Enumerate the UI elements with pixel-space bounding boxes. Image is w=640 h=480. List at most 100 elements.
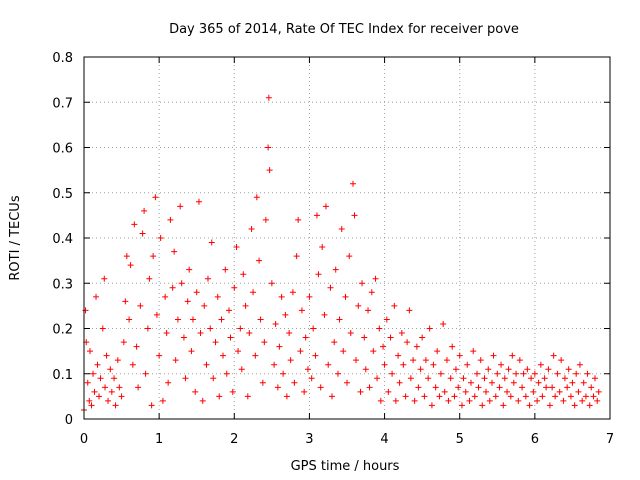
data-point xyxy=(283,393,290,400)
data-point xyxy=(272,320,279,327)
data-point xyxy=(322,203,329,210)
data-point xyxy=(419,334,426,341)
x-axis-label: GPS time / hours xyxy=(291,459,400,474)
data-point xyxy=(293,253,300,260)
data-point xyxy=(123,253,130,260)
data-point xyxy=(93,293,100,300)
data-point xyxy=(204,275,211,282)
data-point xyxy=(594,397,601,404)
data-point xyxy=(306,293,313,300)
data-point xyxy=(545,366,552,373)
data-point xyxy=(376,325,383,332)
data-point xyxy=(334,370,341,377)
data-point xyxy=(331,339,338,346)
data-point xyxy=(385,388,392,395)
data-point xyxy=(410,357,417,364)
data-point xyxy=(167,216,174,223)
data-point xyxy=(575,388,582,395)
data-point xyxy=(582,393,589,400)
data-point xyxy=(99,325,106,332)
data-point xyxy=(460,375,467,382)
data-point xyxy=(276,343,283,350)
data-point xyxy=(189,316,196,323)
data-point xyxy=(449,343,456,350)
data-point xyxy=(259,379,266,386)
data-point xyxy=(114,357,121,364)
data-point xyxy=(321,311,328,318)
data-point xyxy=(436,393,443,400)
data-point xyxy=(163,330,170,337)
data-point xyxy=(248,225,255,232)
data-point xyxy=(437,370,444,377)
data-point xyxy=(336,316,343,323)
data-point xyxy=(467,379,474,386)
data-point xyxy=(490,352,497,359)
data-point xyxy=(101,275,108,282)
data-point xyxy=(271,361,278,368)
data-point xyxy=(494,370,501,377)
data-point xyxy=(212,339,219,346)
data-point xyxy=(451,393,458,400)
data-point xyxy=(413,343,420,350)
data-point xyxy=(268,280,275,287)
data-point xyxy=(351,212,358,219)
data-point xyxy=(471,393,478,400)
data-point xyxy=(246,330,253,337)
data-point xyxy=(223,370,230,377)
data-point xyxy=(404,339,411,346)
data-point xyxy=(400,361,407,368)
data-point xyxy=(528,375,535,382)
data-point xyxy=(381,361,388,368)
data-point xyxy=(426,325,433,332)
x-tick-label: 2 xyxy=(230,432,238,447)
data-point xyxy=(541,375,548,382)
data-point xyxy=(492,393,499,400)
data-point xyxy=(87,348,94,355)
data-point xyxy=(361,334,368,341)
chart-title: Day 365 of 2014, Rate Of TEC Index for r… xyxy=(169,22,519,37)
data-point xyxy=(152,194,159,201)
data-point xyxy=(96,393,103,400)
data-point xyxy=(111,375,118,382)
data-point xyxy=(319,244,326,251)
data-point xyxy=(535,379,542,386)
data-point xyxy=(159,397,166,404)
data-point xyxy=(274,384,281,391)
data-point xyxy=(265,94,272,101)
y-axis-label: ROTI / TECUs xyxy=(8,195,23,280)
data-point xyxy=(501,375,508,382)
data-point xyxy=(252,352,259,359)
data-point xyxy=(244,393,251,400)
data-point xyxy=(261,339,268,346)
data-point xyxy=(573,370,580,377)
data-point xyxy=(443,357,450,364)
data-point xyxy=(530,388,537,395)
data-point xyxy=(301,388,308,395)
data-point xyxy=(90,370,97,377)
data-point xyxy=(526,402,533,409)
data-point xyxy=(569,379,576,386)
data-point xyxy=(359,280,366,287)
data-point xyxy=(539,393,546,400)
data-point xyxy=(94,361,101,368)
data-point xyxy=(395,352,402,359)
data-point xyxy=(237,325,244,332)
data-point xyxy=(425,375,432,382)
data-point xyxy=(473,370,480,377)
data-point xyxy=(242,302,249,309)
data-point xyxy=(174,316,181,323)
data-point xyxy=(131,221,138,228)
data-point xyxy=(366,384,373,391)
y-tick-label: 0.4 xyxy=(52,232,73,247)
data-point xyxy=(328,393,335,400)
data-point xyxy=(560,397,567,404)
data-point xyxy=(107,366,114,373)
data-point xyxy=(346,253,353,260)
data-point xyxy=(500,402,507,409)
x-tick-label: 3 xyxy=(305,432,313,447)
data-point xyxy=(229,388,236,395)
data-point xyxy=(389,370,396,377)
data-point xyxy=(440,320,447,327)
data-point xyxy=(280,370,287,377)
